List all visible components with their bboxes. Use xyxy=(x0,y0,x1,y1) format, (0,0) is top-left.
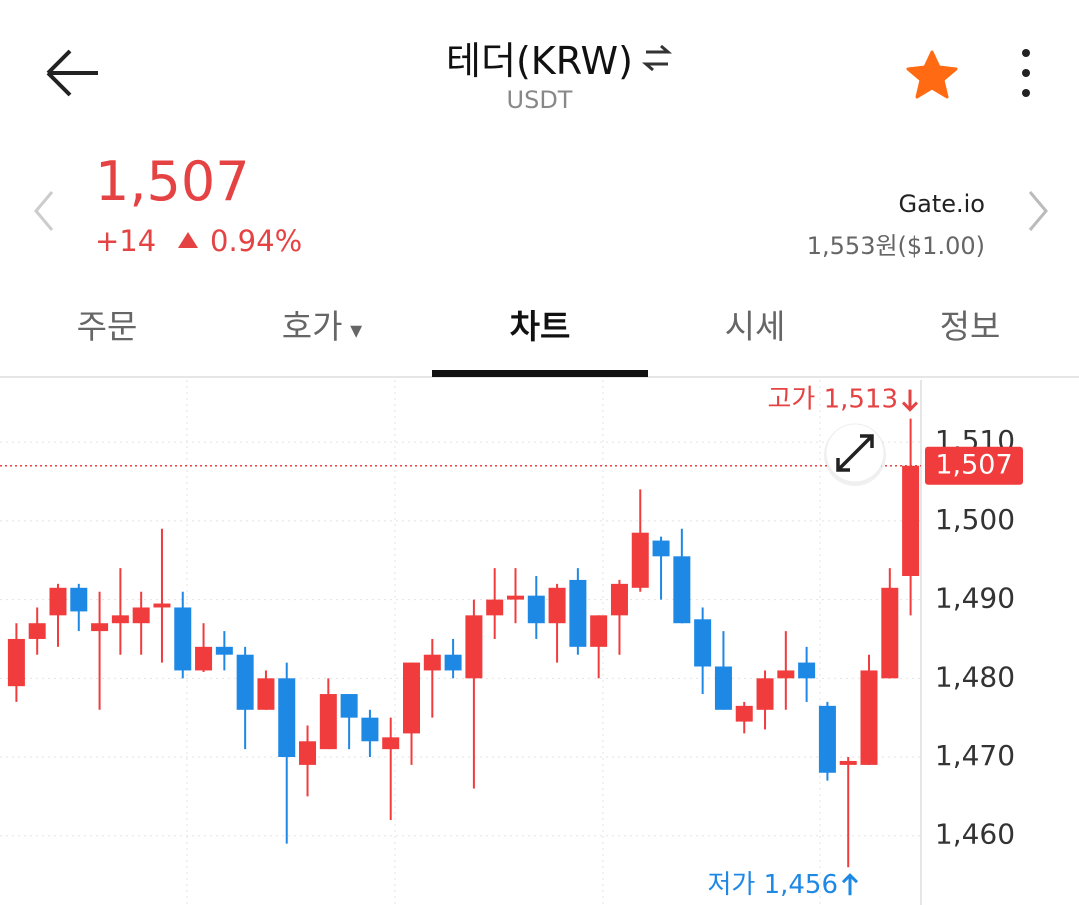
candle-body xyxy=(403,662,421,734)
candle-body xyxy=(860,670,878,765)
candle-body xyxy=(319,694,337,750)
tab[interactable]: 차트 xyxy=(509,307,571,346)
y-tick-label: 1,480 xyxy=(935,660,1015,693)
change-rate: 0.94% xyxy=(210,224,303,258)
next-button[interactable] xyxy=(1028,191,1048,231)
prev-button[interactable] xyxy=(34,191,54,231)
candle-body xyxy=(610,583,628,616)
tab-underline xyxy=(432,370,648,377)
candle-body xyxy=(111,615,129,624)
price: 1,507 xyxy=(95,150,250,213)
candle-body xyxy=(818,705,836,773)
y-tick-label: 1,470 xyxy=(935,739,1015,772)
candle-body xyxy=(444,654,462,671)
candle-body xyxy=(28,623,46,639)
low_mark-label: 저가 1,456 xyxy=(707,870,838,900)
candle-body xyxy=(423,654,441,671)
candle-body xyxy=(714,666,732,710)
candle-body xyxy=(631,532,649,588)
tab[interactable]: 시세 xyxy=(724,307,786,346)
subtitle: USDT xyxy=(506,86,573,114)
candle-body xyxy=(7,638,25,687)
up-triangle xyxy=(178,232,198,248)
title: 테더(KRW) xyxy=(446,39,633,83)
candle-body xyxy=(70,587,88,612)
high_mark-text: 고가 xyxy=(767,384,815,414)
candle-body xyxy=(881,587,899,679)
candle-body xyxy=(49,587,67,616)
candle-body xyxy=(506,595,524,600)
tab[interactable]: 정보 xyxy=(939,307,1001,346)
price-change: +14 xyxy=(95,224,157,258)
candle-body xyxy=(215,646,233,655)
expand-icon xyxy=(836,434,874,472)
candle-body xyxy=(340,694,358,718)
candle-body xyxy=(735,705,753,722)
candle-body xyxy=(652,540,670,557)
exchange-name: Gate.io xyxy=(898,190,985,218)
y-tick-label: 1,460 xyxy=(935,818,1015,851)
low_mark-arrow xyxy=(841,873,859,896)
low_mark-text: 저가 xyxy=(707,870,755,900)
candle-body xyxy=(527,595,545,624)
candle-body xyxy=(195,646,213,671)
y-tick-label: 1,490 xyxy=(935,582,1015,615)
back-button[interactable] xyxy=(46,49,98,97)
favorite-star[interactable] xyxy=(906,50,958,99)
high_mark-value: 1,513 xyxy=(824,384,898,414)
high_mark-label: 고가 1,513 xyxy=(767,384,898,414)
candle-body xyxy=(132,607,150,624)
header-icons xyxy=(0,44,1079,378)
candle-body xyxy=(299,741,317,765)
candle-body xyxy=(278,678,296,758)
candle-body xyxy=(382,737,400,750)
candle-body xyxy=(569,579,587,647)
high_mark-arrow xyxy=(901,389,919,412)
current-price-label: 1,507 xyxy=(935,449,1012,480)
swap-icon[interactable] xyxy=(641,44,673,72)
y-tick-label: 1,500 xyxy=(935,503,1015,536)
candle-body xyxy=(361,717,379,742)
candle-body xyxy=(756,678,774,710)
more-menu[interactable] xyxy=(1022,49,1030,97)
candle-body xyxy=(257,678,275,710)
tab[interactable]: 호가 ▾ xyxy=(281,307,363,346)
candle-body xyxy=(486,599,504,616)
exchange-price: 1,553원($1.00) xyxy=(806,232,985,260)
candle-body xyxy=(590,615,608,647)
candle-body xyxy=(839,760,857,765)
low_mark-value: 1,456 xyxy=(764,870,838,900)
candle-body xyxy=(548,587,566,624)
candle-body xyxy=(153,603,171,608)
candle-body xyxy=(236,654,254,710)
current-price-tag xyxy=(925,446,1023,485)
dropdown-caret: ▾ xyxy=(342,316,363,344)
candle-body xyxy=(465,615,483,679)
candle-body xyxy=(798,662,816,679)
candle-body xyxy=(902,465,920,576)
candle-body xyxy=(174,607,192,671)
candle-body xyxy=(673,556,691,624)
candle-body xyxy=(694,619,712,667)
tab[interactable]: 주문 xyxy=(76,307,138,346)
candle-body xyxy=(777,670,795,679)
candle-body xyxy=(91,623,109,632)
